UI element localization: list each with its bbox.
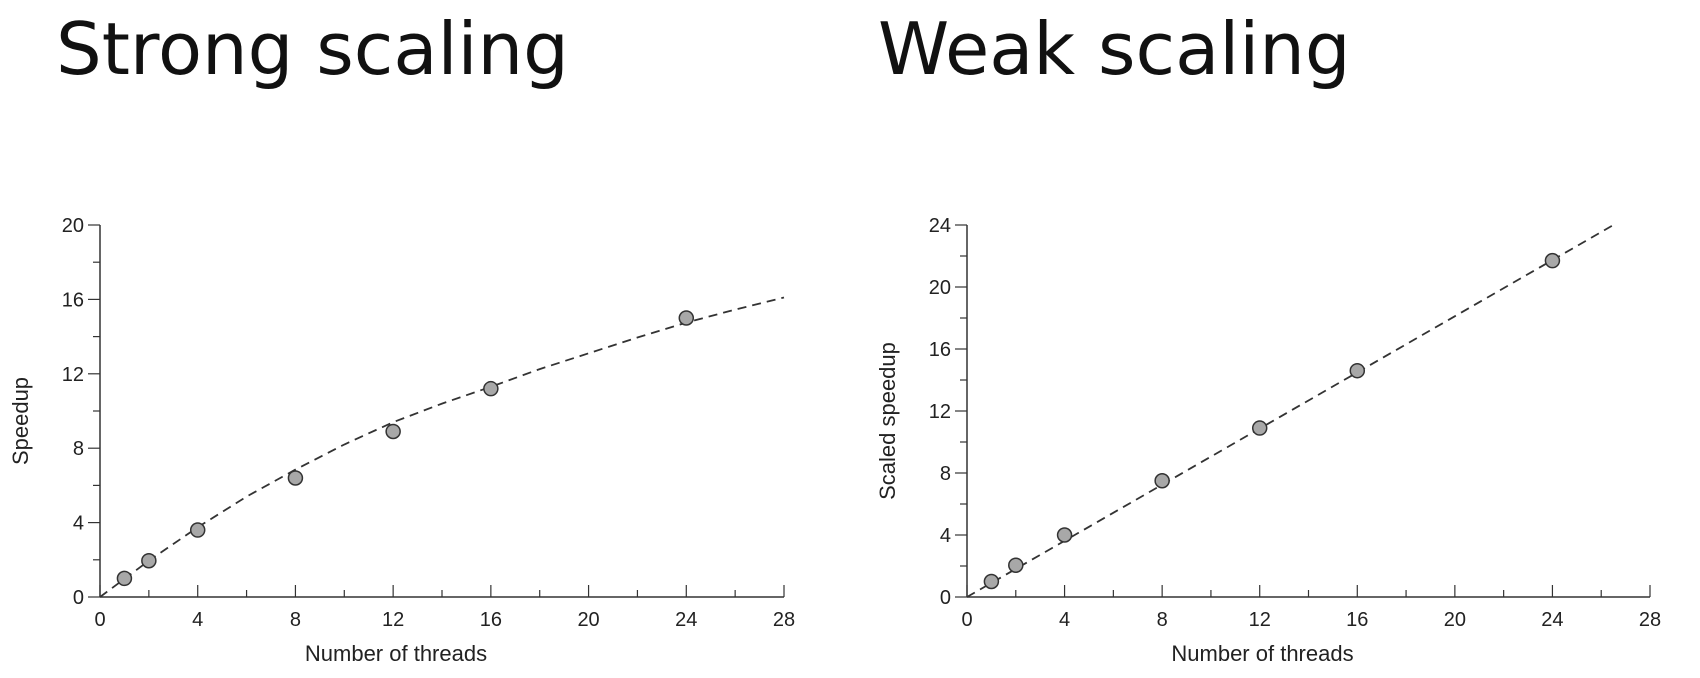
chart-1-x-tick-label: 28 [1639,609,1661,631]
chart-1-y-tick-label: 0 [940,587,951,609]
chart-1-y-tick-label: 8 [940,463,951,485]
chart-0-data-point [141,552,157,569]
chart-0-x-tick-label: 20 [577,609,599,631]
chart-1-y-tick-label: 16 [929,339,951,361]
chart-0-data-point [483,380,499,397]
chart-0-fit-line [99,296,785,598]
chart-0-data-point [385,423,401,440]
chart-0-x-tick-label: 24 [675,609,697,631]
chart-0-data-point [678,310,695,326]
chart-1-data-point [1544,252,1561,269]
chart-0-x-tick-label: 8 [290,609,301,631]
chart-1-x-tick-label: 24 [1541,609,1563,631]
chart-1-y-tick-label: 20 [929,277,951,299]
chart-0-data-point [189,522,206,538]
chart-0-x-tick-label: 28 [773,609,795,631]
chart-1-fit-line [966,224,1614,598]
chart-0-y-tick-label: 4 [73,513,84,535]
weak-scaling-chart: 0 4 8 12 16 20 24 28 0 4 8 12 16 20 24 Number of thread… [875,215,1661,666]
weak-scaling-title: Weak scaling [878,7,1351,91]
chart-1-x-tick-label: 20 [1444,609,1466,631]
chart-0-y-tick-label: 12 [62,364,84,386]
chart-1-y-axis-label: Scaled speedup [875,342,900,500]
chart-0-y-tick-label: 0 [73,587,84,609]
chart-0-x-tick-label: 4 [192,609,203,631]
chart-1-data-point [983,573,1000,590]
chart-1-data-point [1154,473,1170,489]
chart-1-data-point [1349,362,1366,379]
chart-0-data-point [287,470,304,486]
chart-1-x-tick-label: 16 [1346,609,1368,631]
chart-1-data-point [1056,527,1073,543]
chart-1-y-tick-label: 24 [929,215,951,237]
chart-1-x-tick-label: 0 [961,609,972,631]
chart-0-y-tick-label: 16 [62,289,84,311]
chart-1-data-point [1008,557,1024,573]
chart-1-x-tick-label: 8 [1157,609,1168,631]
chart-1-y-tick-label: 12 [929,401,951,423]
strong-scaling-title: Strong scaling [56,7,569,91]
chart-0-y-axis-label: Speedup [8,377,33,465]
strong-scaling-chart: 0 4 8 12 16 20 24 28 0 4 8 12 16 20 Number of threads S… [8,215,795,666]
chart-0-data-point [116,570,133,587]
chart-0-x-tick-label: 16 [480,609,502,631]
chart-0-x-tick-label: 0 [94,609,105,631]
chart-1-data-point [1251,420,1268,436]
chart-1-y-tick-label: 4 [940,525,951,547]
chart-0-x-tick-label: 12 [382,609,404,631]
chart-1-x-tick-label: 12 [1249,609,1271,631]
chart-0-y-tick-label: 8 [73,438,84,460]
chart-1-x-axis-label: Number of threads [1171,641,1353,666]
chart-0-y-tick-label: 20 [62,215,84,237]
chart-1-x-tick-label: 4 [1059,609,1070,631]
chart-0-x-axis-label: Number of threads [305,641,487,666]
